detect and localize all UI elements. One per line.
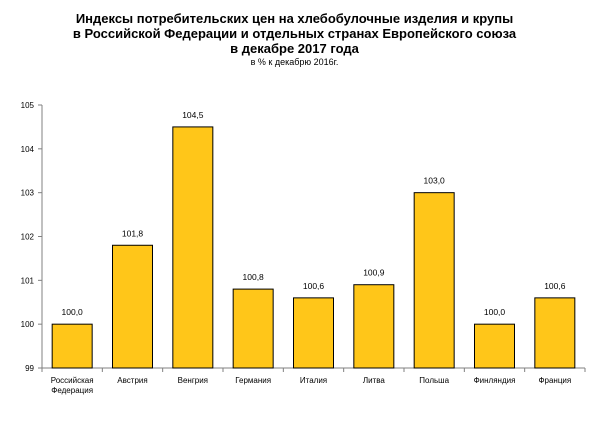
y-tick-label: 102 (21, 233, 35, 242)
data-label: 100,8 (243, 272, 265, 282)
data-label: 100,6 (303, 281, 325, 291)
x-tick-label: Финляндия (474, 376, 516, 385)
bar (232, 288, 274, 369)
y-tick-label: 100 (21, 320, 35, 329)
x-tick-label: Италия (300, 376, 327, 385)
chart-subtitle: в % к декабрю 2016г. (250, 57, 339, 67)
x-tick-label: Польша (419, 376, 449, 385)
x-tick-label: Франция (538, 376, 571, 385)
data-label: 100,0 (484, 307, 506, 317)
data-label: 100,9 (363, 268, 385, 278)
x-tick-label: Федерация (51, 386, 93, 395)
bar (413, 192, 455, 369)
bar (293, 297, 334, 369)
chart-title-line-2: в Российской Федерации и отдельных стран… (72, 26, 517, 41)
x-tick-label: Российская (51, 376, 94, 385)
data-label: 100,0 (62, 307, 84, 317)
bar (172, 126, 214, 369)
data-label: 103,0 (424, 176, 446, 186)
bar (534, 297, 576, 369)
bar (353, 284, 395, 369)
data-label: 101,8 (122, 228, 144, 238)
chart-title-block: Индексы потребительских цен на хлебобуло… (0, 11, 589, 68)
chart-title-line-1: Индексы потребительских цен на хлебобуло… (75, 11, 514, 26)
y-tick-label: 101 (21, 276, 35, 285)
bar (51, 323, 93, 369)
y-tick-label: 99 (25, 364, 34, 373)
bar (474, 323, 515, 369)
x-tick-label: Австрия (117, 376, 147, 385)
data-label: 104,5 (182, 110, 204, 120)
y-tick-label: 105 (21, 101, 35, 110)
y-tick-label: 104 (21, 145, 35, 154)
bar (112, 244, 153, 369)
data-label: 100,6 (544, 281, 566, 291)
x-tick-label: Германия (235, 376, 271, 385)
x-tick-label: Литва (363, 376, 386, 385)
y-tick-label: 103 (21, 189, 35, 198)
chart-title-line-3: в декабре 2017 года (230, 41, 359, 56)
x-tick-label: Венгрия (178, 376, 208, 385)
